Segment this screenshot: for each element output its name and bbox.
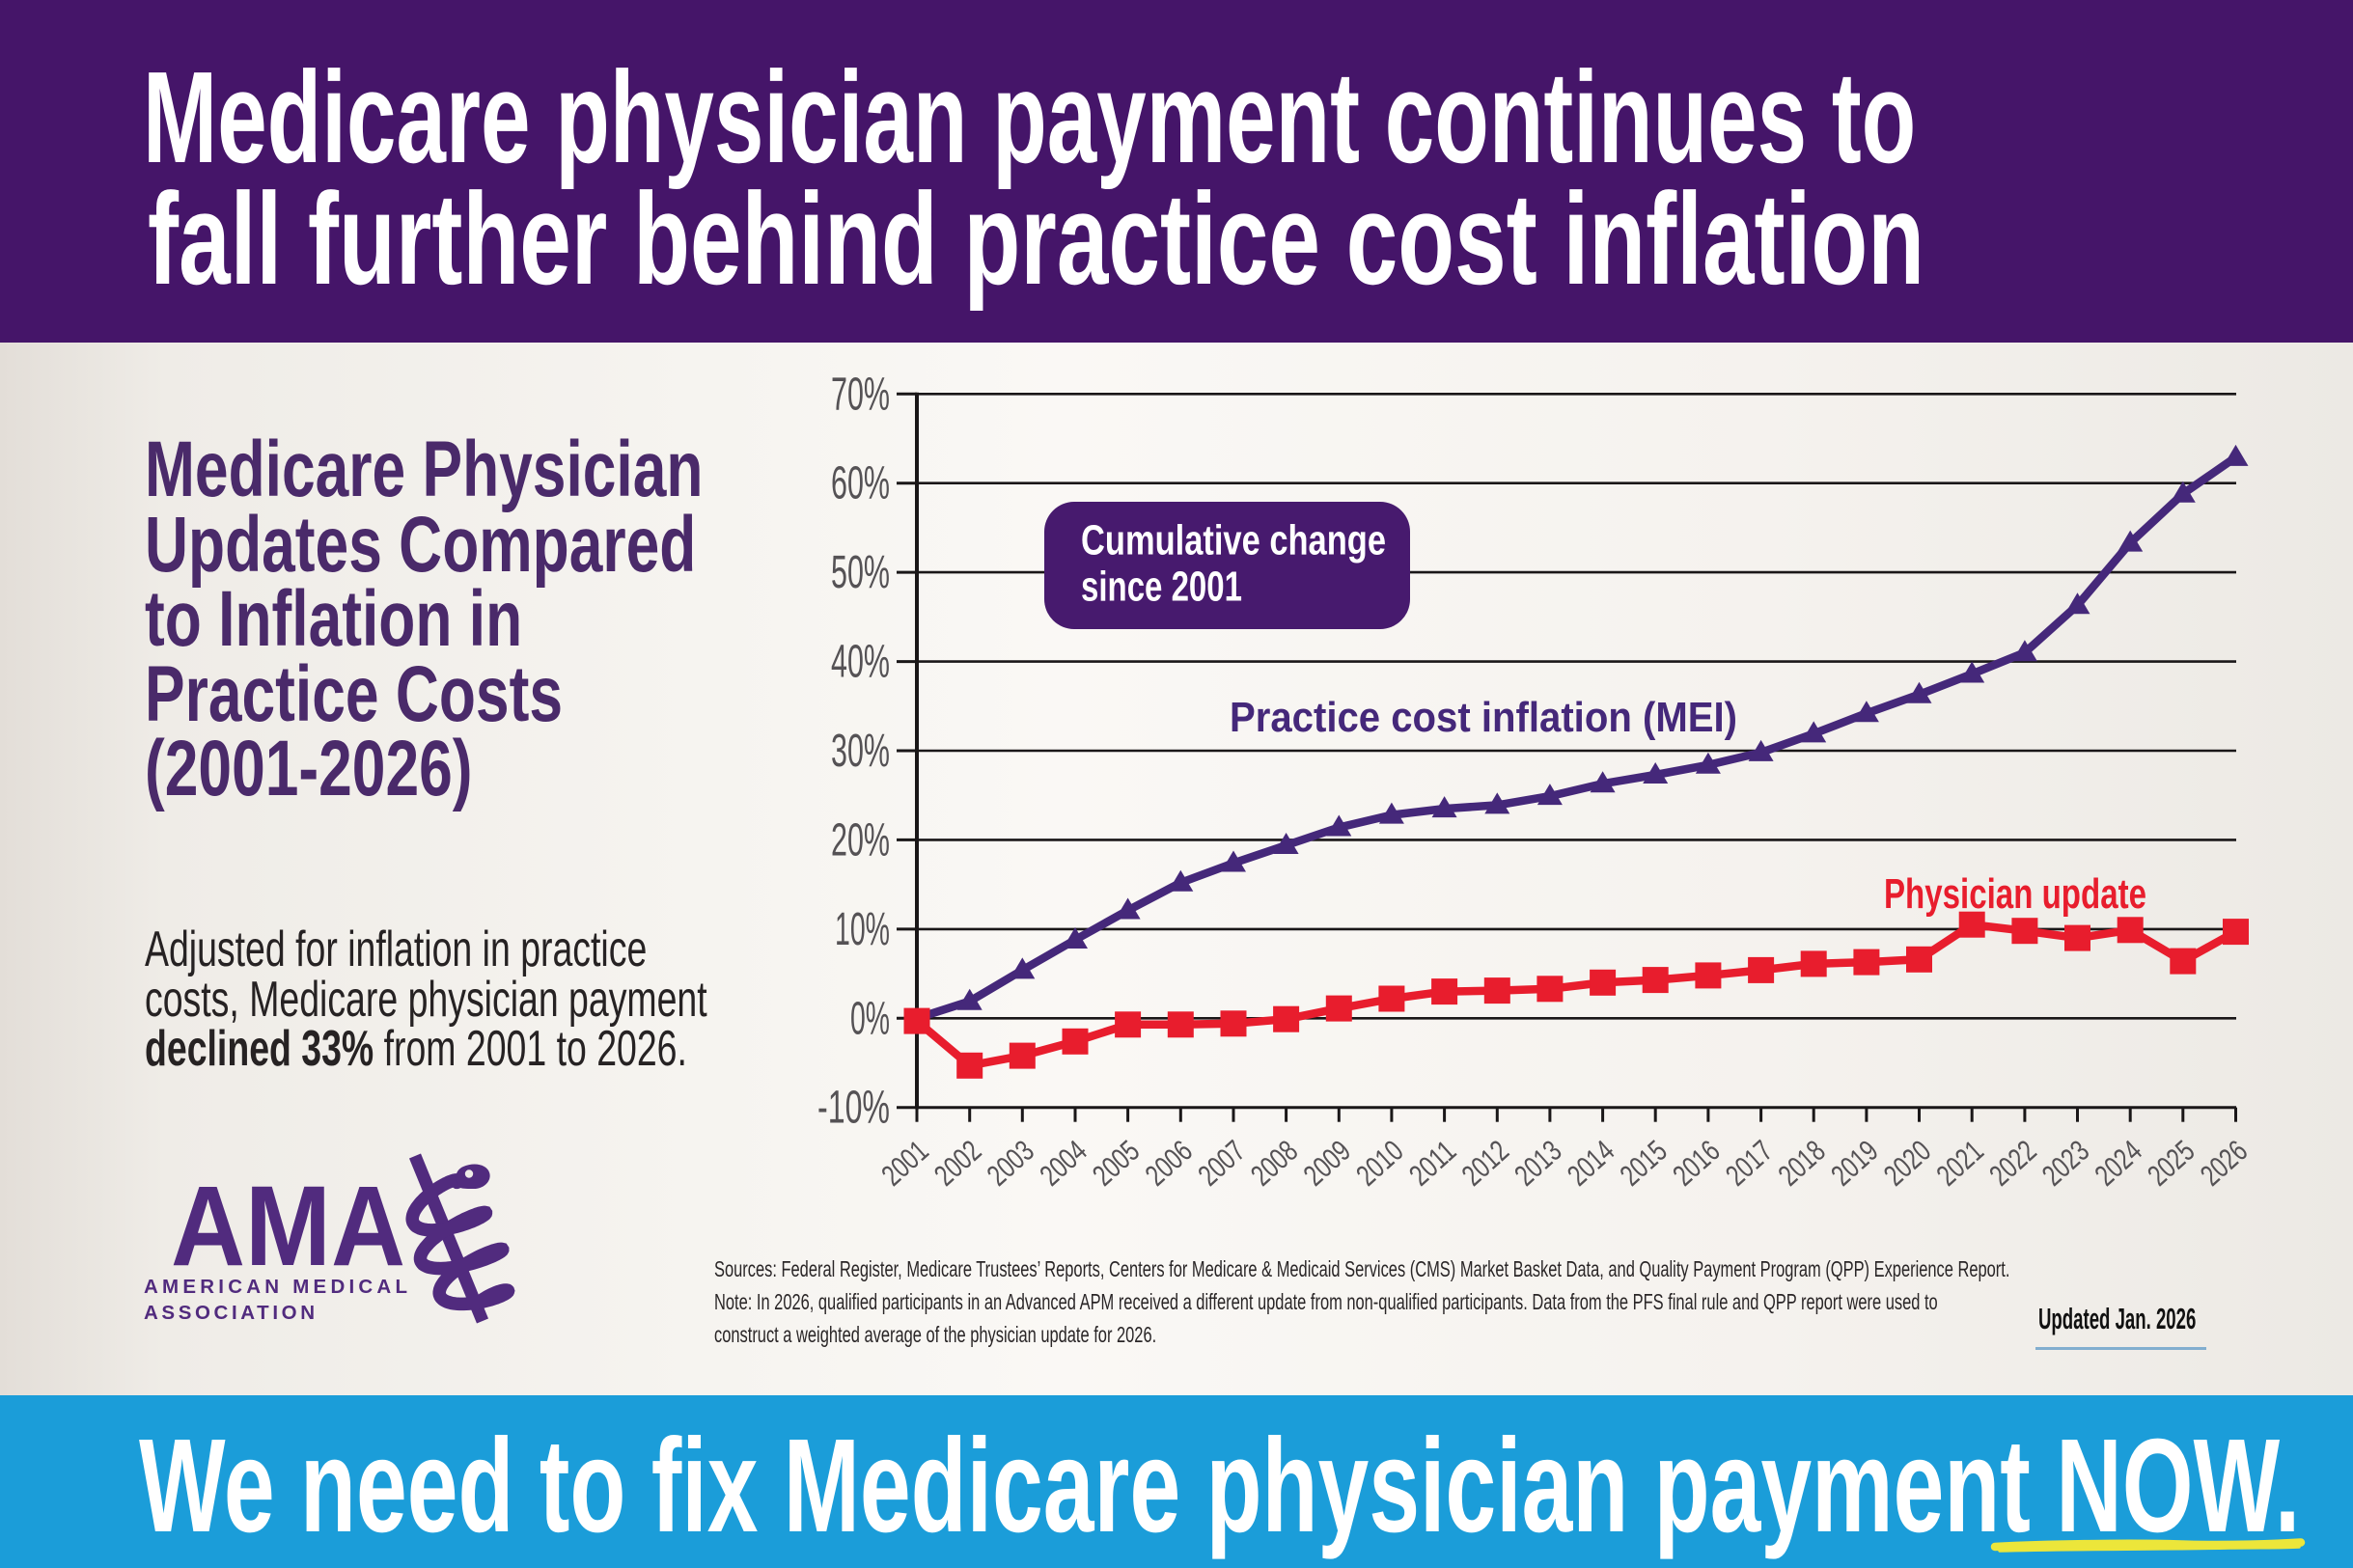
svg-text:2022: 2022 — [1983, 1134, 2043, 1193]
svg-text:2006: 2006 — [1139, 1134, 1199, 1193]
svg-text:10%: 10% — [835, 904, 890, 955]
svg-text:2018: 2018 — [1772, 1134, 1832, 1193]
svg-text:60%: 60% — [831, 458, 890, 509]
svg-text:2005: 2005 — [1086, 1134, 1146, 1193]
svg-text:2002: 2002 — [927, 1134, 987, 1193]
svg-text:2004: 2004 — [1034, 1134, 1093, 1193]
svg-text:2011: 2011 — [1402, 1134, 1462, 1193]
svg-text:-10%: -10% — [817, 1083, 890, 1134]
svg-text:20%: 20% — [831, 814, 890, 866]
svg-text:2025: 2025 — [2141, 1134, 2201, 1193]
svg-text:2013: 2013 — [1509, 1134, 1568, 1193]
svg-text:2012: 2012 — [1455, 1134, 1515, 1193]
svg-text:30%: 30% — [831, 726, 890, 777]
svg-text:2009: 2009 — [1297, 1134, 1357, 1193]
svg-text:50%: 50% — [831, 547, 890, 598]
svg-text:Practice cost inflation (MEI): Practice cost inflation (MEI) — [1230, 694, 1737, 741]
svg-text:2003: 2003 — [981, 1134, 1040, 1193]
svg-text:2021: 2021 — [1930, 1134, 1990, 1193]
svg-text:0%: 0% — [850, 993, 890, 1044]
svg-text:2026: 2026 — [2194, 1134, 2254, 1193]
svg-text:2020: 2020 — [1877, 1134, 1937, 1193]
svg-text:Cumulative change: Cumulative change — [1081, 517, 1386, 564]
svg-text:2008: 2008 — [1244, 1134, 1304, 1193]
svg-text:40%: 40% — [831, 637, 890, 688]
svg-text:2024: 2024 — [2089, 1134, 2148, 1193]
svg-text:2015: 2015 — [1614, 1134, 1674, 1193]
svg-text:Physician update: Physician update — [1884, 870, 2146, 918]
svg-text:since 2001: since 2001 — [1081, 564, 1242, 611]
svg-text:2023: 2023 — [2035, 1134, 2095, 1193]
svg-text:2017: 2017 — [1719, 1134, 1779, 1193]
svg-text:2014: 2014 — [1561, 1134, 1620, 1193]
svg-text:ASSOCIATION: ASSOCIATION — [144, 1302, 318, 1324]
svg-text:2016: 2016 — [1667, 1134, 1727, 1193]
svg-text:2010: 2010 — [1350, 1134, 1410, 1193]
svg-text:AMA: AMA — [171, 1163, 405, 1290]
svg-text:2001: 2001 — [875, 1134, 935, 1193]
svg-text:70%: 70% — [831, 369, 890, 420]
svg-text:2007: 2007 — [1192, 1134, 1252, 1193]
svg-text:2019: 2019 — [1825, 1134, 1885, 1193]
svg-text:AMERICAN MEDICAL: AMERICAN MEDICAL — [144, 1276, 411, 1298]
